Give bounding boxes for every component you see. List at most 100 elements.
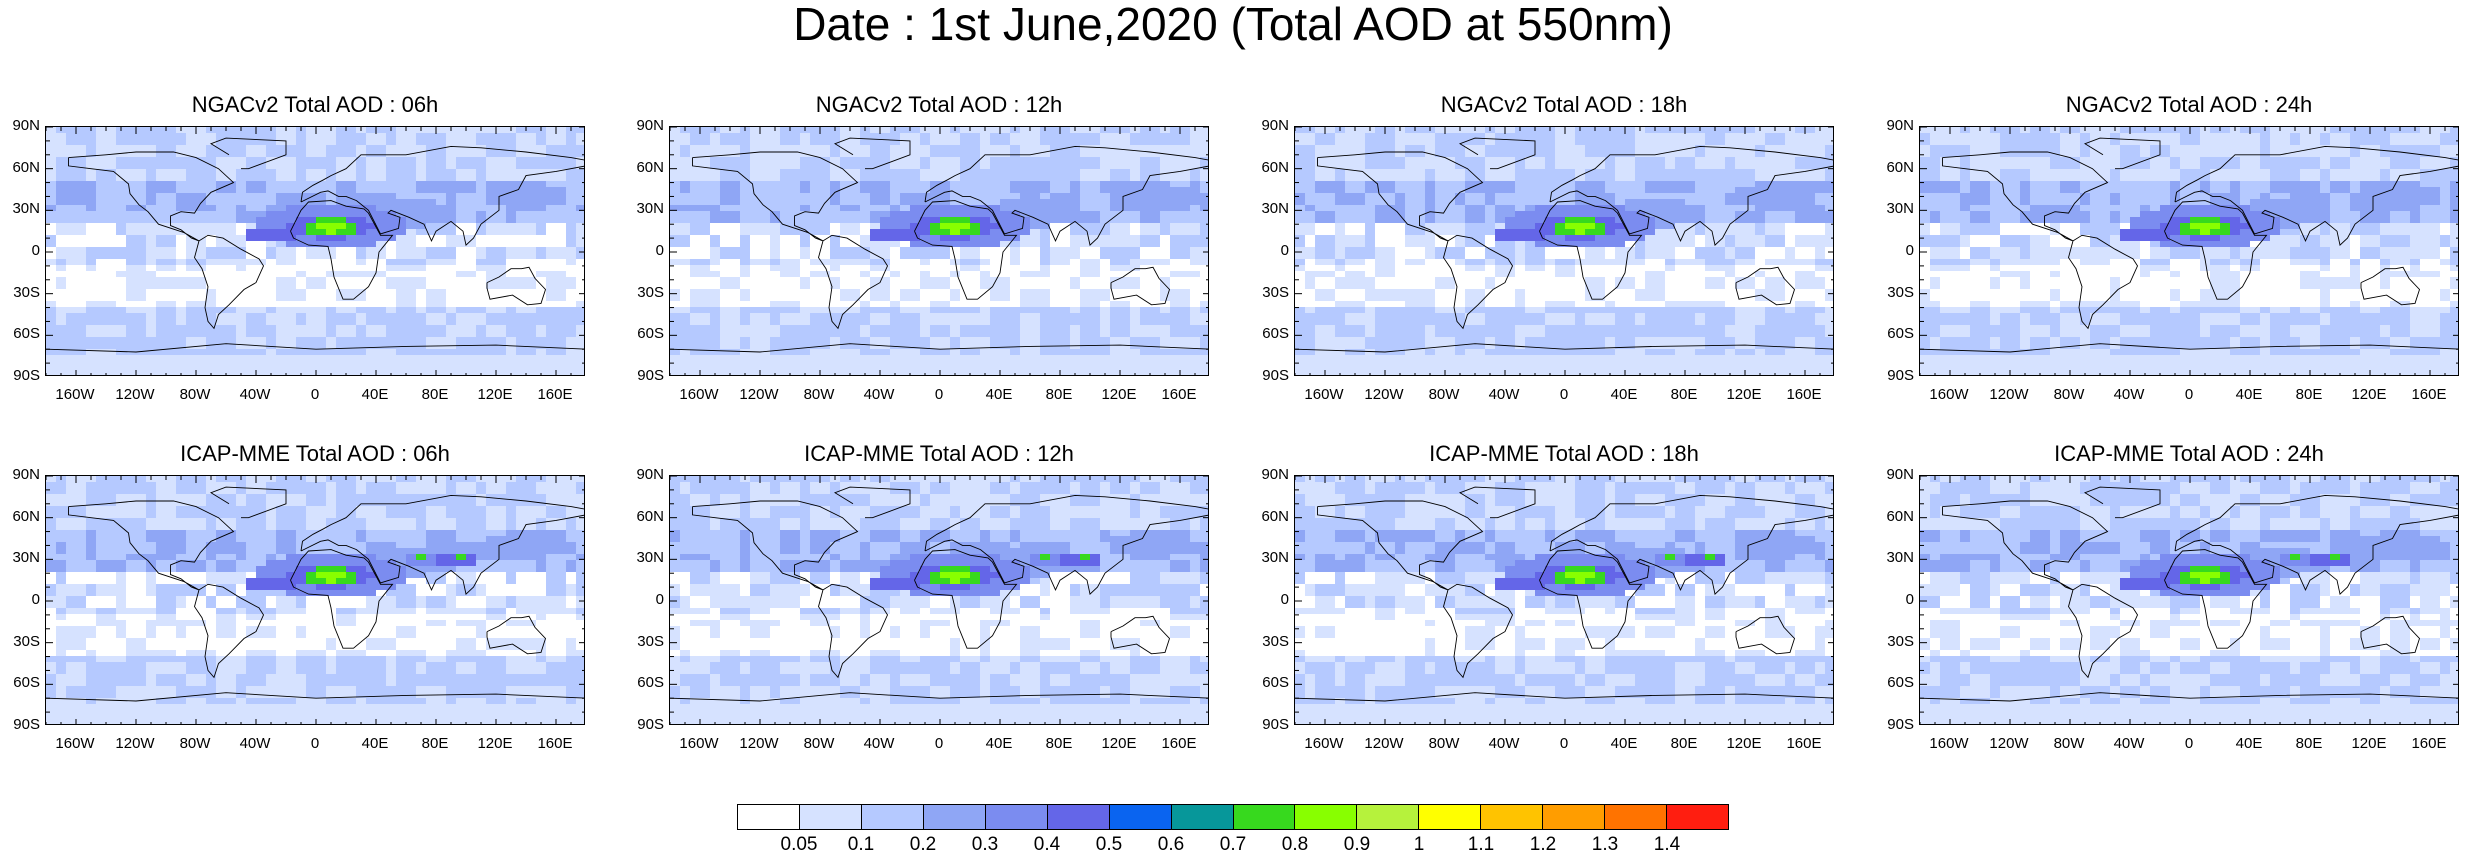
aod-cell [780,331,791,338]
aod-cell [326,295,337,302]
aod-cell [436,277,447,284]
aod-cell [186,283,197,290]
aod-cell [316,181,327,188]
aod-cell [436,139,447,146]
aod-cell [1040,319,1051,326]
aod-cell [770,223,781,230]
aod-cell [56,361,67,368]
aod-cell [690,289,701,296]
aod-cell [466,367,477,374]
aod-cell [1325,271,1336,278]
aod-cell [566,253,577,260]
aod-cell [506,337,517,344]
aod-cell [1100,295,1111,302]
aod-cell [76,139,87,146]
aod-cell [486,361,497,368]
aod-cell [366,331,377,338]
aod-cell [496,229,507,236]
aod-cell [1160,259,1171,266]
aod-cell [256,373,267,376]
aod-cell [106,241,117,248]
aod-cell [226,163,237,170]
aod-cell [436,169,447,176]
aod-cell [1325,247,1336,254]
aod-cell [576,355,585,362]
aod-cell [900,247,911,254]
aod-cell [406,265,417,272]
aod-cell [1335,193,1346,200]
aod-cell [476,343,487,350]
aod-cell [840,367,851,374]
aod-cell [690,367,701,374]
aod-cell [136,187,147,194]
aod-cell [1160,337,1171,344]
aod-cell [1200,373,1209,376]
aod-cell [416,271,427,278]
aod-cell [476,337,487,344]
aod-cell [216,367,227,374]
aod-cell [770,187,781,194]
aod-cell [880,235,891,242]
aod-cell [880,229,891,236]
aod-cell [710,301,721,308]
aod-cell [730,127,741,134]
aod-cell [406,319,417,326]
aod-cell [1030,139,1041,146]
aod-cell [790,259,801,266]
aod-cell [316,283,327,290]
aod-cell [1070,259,1081,266]
aod-cell [1090,247,1101,254]
aod-cell [496,151,507,158]
aod-cell [116,355,127,362]
aod-cell [416,277,427,284]
aod-cell [486,343,497,350]
aod-cell [286,325,297,332]
aod-cell [1130,349,1141,356]
aod-cell [46,133,57,140]
aod-cell [436,163,447,170]
aod-cell [1020,295,1031,302]
aod-cell [276,229,287,236]
aod-cell [56,325,67,332]
aod-cell [850,217,861,224]
aod-cell [670,325,681,332]
aod-cell [800,271,811,278]
aod-cell [116,163,127,170]
aod-cell [740,301,751,308]
aod-cell [1020,355,1031,362]
aod-cell [526,331,537,338]
aod-cell [1090,253,1101,260]
aod-cell [366,295,377,302]
aod-cell [246,325,257,332]
aod-cell [116,133,127,140]
aod-cell [810,331,821,338]
aod-cell [276,265,287,272]
aod-cell [406,337,417,344]
aod-cell [196,349,207,356]
aod-cell [1305,283,1316,290]
aod-cell [1315,193,1326,200]
aod-cell [236,211,247,218]
aod-cell [740,253,751,260]
aod-cell [1110,343,1121,350]
aod-cell [276,325,287,332]
aod-cell [426,163,437,170]
aod-cell [516,283,527,290]
aod-cell [1325,163,1336,170]
aod-cell [750,373,761,376]
aod-cell [376,211,387,218]
aod-cell [1335,169,1346,176]
aod-cell [316,331,327,338]
aod-cell [556,307,567,314]
aod-cell [506,259,517,266]
aod-cell [1020,301,1031,308]
aod-cell [1090,223,1101,230]
aod-cell [1080,373,1091,376]
aod-cell [900,361,911,368]
aod-cell [1080,193,1091,200]
aod-cell [476,307,487,314]
aod-cell [156,343,167,350]
aod-cell [760,301,771,308]
aod-cell [780,163,791,170]
aod-cell [1170,181,1181,188]
